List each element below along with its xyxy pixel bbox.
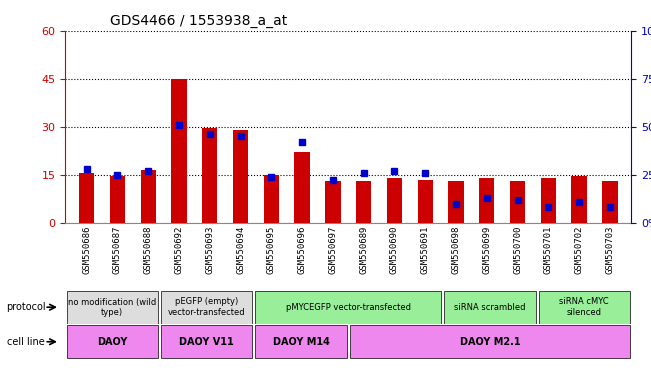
- FancyBboxPatch shape: [350, 325, 630, 358]
- Bar: [233, 130, 248, 223]
- Bar: [110, 176, 125, 223]
- Bar: [449, 181, 464, 223]
- Bar: [417, 180, 433, 223]
- Text: GSM550703: GSM550703: [605, 226, 615, 275]
- Bar: [572, 176, 587, 223]
- Text: DAOY M2.1: DAOY M2.1: [460, 337, 520, 347]
- Bar: [264, 175, 279, 223]
- Text: GSM550694: GSM550694: [236, 226, 245, 275]
- Text: GDS4466 / 1553938_a_at: GDS4466 / 1553938_a_at: [111, 14, 288, 28]
- Text: GSM550697: GSM550697: [328, 226, 337, 275]
- FancyBboxPatch shape: [255, 291, 441, 324]
- Text: no modification (wild
type): no modification (wild type): [68, 298, 156, 317]
- Text: GSM550702: GSM550702: [575, 226, 584, 275]
- Text: GSM550695: GSM550695: [267, 226, 276, 275]
- FancyBboxPatch shape: [255, 325, 347, 358]
- Text: GSM550692: GSM550692: [174, 226, 184, 275]
- Text: GSM550690: GSM550690: [390, 226, 399, 275]
- Text: GSM550701: GSM550701: [544, 226, 553, 275]
- FancyBboxPatch shape: [538, 291, 630, 324]
- Text: DAOY M14: DAOY M14: [273, 337, 329, 347]
- FancyBboxPatch shape: [66, 325, 158, 358]
- Text: GSM550698: GSM550698: [452, 226, 460, 275]
- Bar: [510, 181, 525, 223]
- Text: GSM550689: GSM550689: [359, 226, 368, 275]
- Text: GSM550687: GSM550687: [113, 226, 122, 275]
- Bar: [171, 79, 187, 223]
- FancyBboxPatch shape: [161, 291, 253, 324]
- Text: DAOY V11: DAOY V11: [179, 337, 234, 347]
- Text: pMYCEGFP vector-transfected: pMYCEGFP vector-transfected: [286, 303, 411, 312]
- Text: GSM550686: GSM550686: [82, 226, 91, 275]
- Bar: [387, 178, 402, 223]
- Bar: [294, 152, 310, 223]
- Bar: [326, 181, 340, 223]
- Text: GSM550693: GSM550693: [205, 226, 214, 275]
- Text: pEGFP (empty)
vector-transfected: pEGFP (empty) vector-transfected: [168, 298, 245, 317]
- Text: GSM550691: GSM550691: [421, 226, 430, 275]
- Bar: [202, 128, 217, 223]
- Text: cell line: cell line: [7, 337, 44, 347]
- Bar: [141, 170, 156, 223]
- Bar: [479, 178, 495, 223]
- Text: GSM550699: GSM550699: [482, 226, 492, 275]
- Text: GSM550696: GSM550696: [298, 226, 307, 275]
- Text: GSM550700: GSM550700: [513, 226, 522, 275]
- Text: DAOY: DAOY: [97, 337, 128, 347]
- Text: siRNA scrambled: siRNA scrambled: [454, 303, 525, 312]
- Text: protocol: protocol: [7, 302, 46, 312]
- Text: GSM550688: GSM550688: [144, 226, 153, 275]
- Text: siRNA cMYC
silenced: siRNA cMYC silenced: [559, 298, 609, 317]
- Bar: [602, 181, 618, 223]
- FancyBboxPatch shape: [66, 291, 158, 324]
- Bar: [541, 178, 556, 223]
- FancyBboxPatch shape: [444, 291, 536, 324]
- Bar: [356, 181, 371, 223]
- FancyBboxPatch shape: [161, 325, 253, 358]
- Bar: [79, 173, 94, 223]
